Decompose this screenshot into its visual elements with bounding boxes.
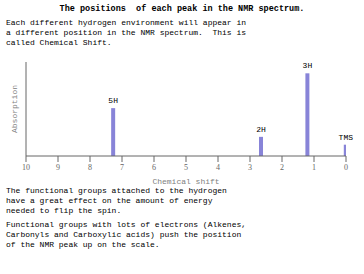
svg-text:5H: 5H [108,96,118,105]
svg-text:1: 1 [312,163,316,172]
svg-text:Chemical shift: Chemical shift [152,177,219,184]
svg-text:2: 2 [280,163,284,172]
svg-text:Absorption: Absorption [10,85,19,133]
svg-text:6: 6 [152,163,156,172]
html-text:Functional groups with lots of: Functional groups with lots of electrons… [6,220,246,229]
html-text:of the NMR peak up on the scal: of the NMR peak up on the scale. [6,240,160,249]
html-text:needed to flip the spin.: needed to flip the spin. [6,206,122,215]
svg-text:10: 10 [22,163,30,172]
html-text:called Chemical Shift.: called Chemical Shift. [6,38,112,47]
svg-text:4: 4 [216,163,220,172]
svg-text:5: 5 [184,163,188,172]
svg-text:3: 3 [248,163,252,172]
svg-text:9: 9 [56,163,60,172]
html-text:a different position in the NM: a different position in the NMR spectrum… [6,28,246,37]
html-text:The functional groups attached: The functional groups attached to the hy… [6,186,227,195]
svg-text:TMS: TMS [339,133,354,142]
html-text:Carbonyls and Carboxylic acids: Carbonyls and Carboxylic acids) push the… [6,230,242,239]
html-text:The positions of each peak in: The positions of each peak in the NMR sp… [59,4,305,14]
svg-text:2H: 2H [256,125,266,134]
svg-text:7: 7 [120,163,124,172]
svg-text:3H: 3H [303,61,313,70]
html-text:Each different hydrogen enviro: Each different hydrogen environment will… [6,18,246,27]
html-text:have a great effect on the amo: have a great effect on the amount of ene… [6,196,213,205]
svg-text:0: 0 [344,163,348,172]
svg-text:8: 8 [88,163,92,172]
